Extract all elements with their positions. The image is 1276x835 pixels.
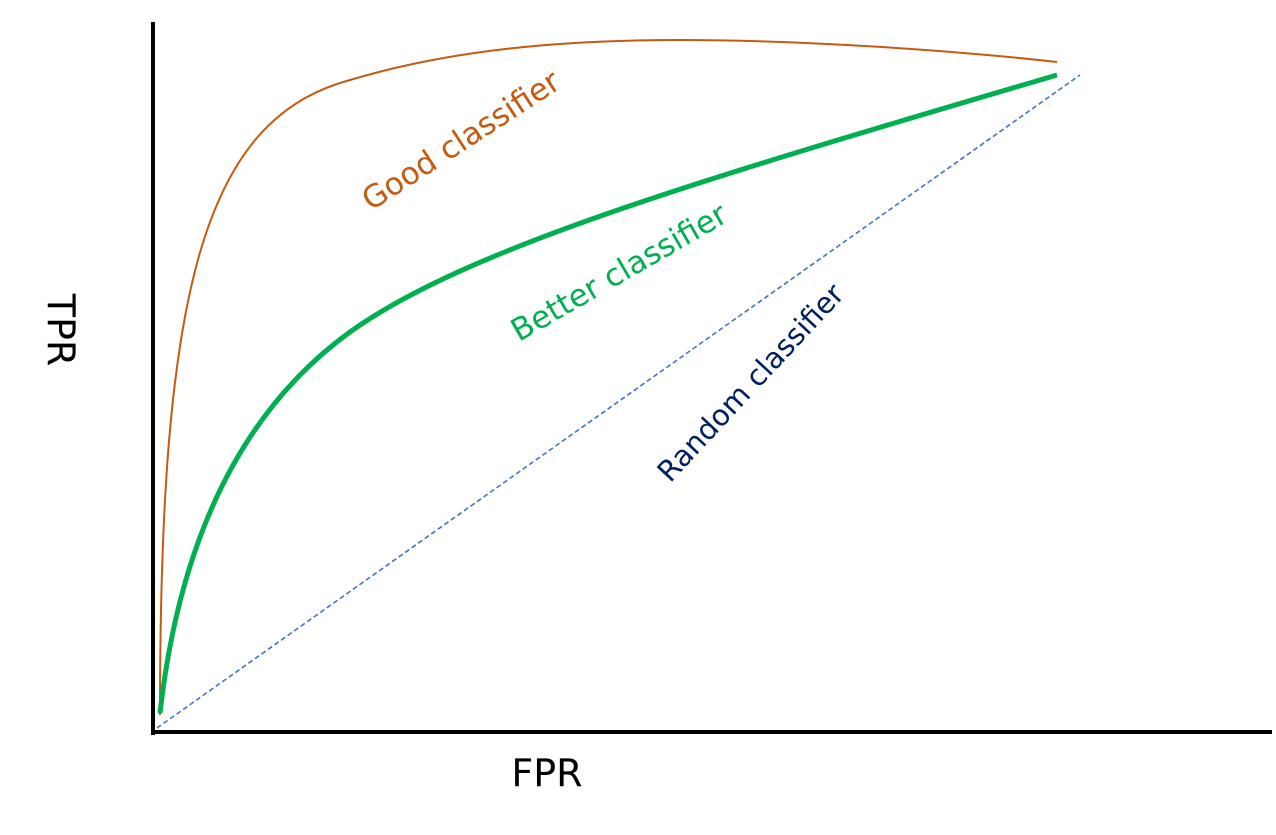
better-curve: [157, 72, 1058, 714]
random-curve: [156, 74, 1081, 729]
y-axis-label: TPR: [39, 293, 83, 367]
good-curve: [159, 38, 1058, 716]
x-axis-label: FPR: [511, 752, 582, 796]
